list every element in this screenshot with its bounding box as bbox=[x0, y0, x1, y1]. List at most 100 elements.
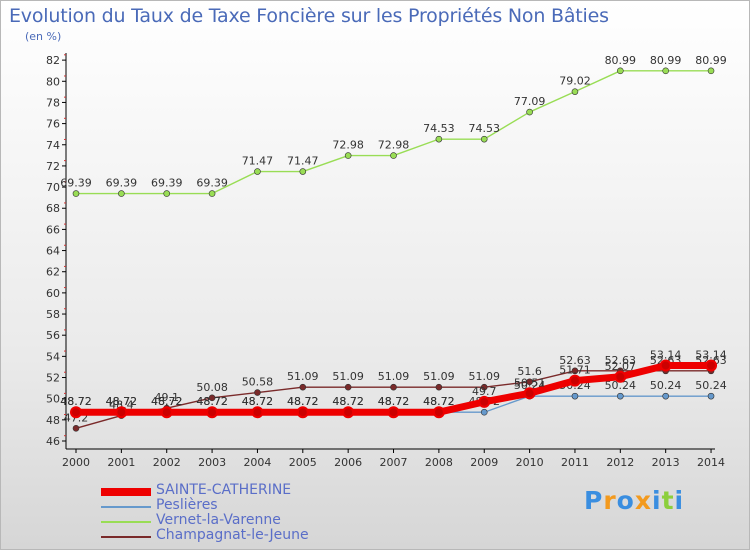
data-label-champagnat-le-jeune: 52.63 bbox=[605, 354, 637, 367]
legend-label: SAINTE-CATHERINE bbox=[156, 482, 292, 498]
y-tick-label: 60 bbox=[46, 287, 60, 300]
y-tick-label: 82 bbox=[46, 54, 60, 67]
data-label-sainte-catherine: 52.07 bbox=[605, 360, 637, 373]
data-label-vernet-la-varenne: 74.53 bbox=[423, 122, 455, 135]
data-label-vernet-la-varenne: 71.47 bbox=[287, 155, 319, 168]
data-label-peslieres: 48.72 bbox=[287, 395, 319, 408]
point-sainte-catherine bbox=[523, 387, 536, 400]
data-label-champagnat-le-jeune: 51.09 bbox=[332, 370, 364, 383]
y-tick-label: 52 bbox=[46, 372, 60, 385]
data-label-peslieres: 48.72 bbox=[242, 395, 274, 408]
point-sainte-catherine bbox=[342, 406, 355, 419]
point-sainte-catherine bbox=[70, 406, 82, 419]
point-vernet-la-varenne bbox=[435, 135, 443, 143]
data-label-vernet-la-varenne: 71.47 bbox=[242, 155, 274, 168]
logo-letter: o bbox=[616, 486, 635, 515]
y-tick-label: 68 bbox=[46, 202, 60, 215]
point-sainte-catherine bbox=[115, 406, 128, 419]
point-champagnat-le-jeune bbox=[254, 389, 261, 396]
point-champagnat-le-jeune bbox=[208, 394, 216, 402]
data-label-peslieres: 48.72 bbox=[423, 395, 455, 408]
data-label-champagnat-le-jeune: 51.09 bbox=[287, 370, 319, 383]
data-label-vernet-la-varenne: 72.98 bbox=[378, 139, 410, 152]
y-tick-label: 66 bbox=[46, 223, 60, 236]
data-label-champagnat-le-jeune: 51.09 bbox=[423, 370, 455, 383]
point-vernet-la-varenne bbox=[480, 135, 488, 143]
y-tick-label: 80 bbox=[46, 75, 60, 88]
y-tick-label: 72 bbox=[46, 160, 60, 173]
point-sainte-catherine bbox=[705, 359, 718, 372]
data-label-vernet-la-varenne: 74.53 bbox=[468, 122, 500, 135]
point-sainte-catherine bbox=[387, 406, 400, 419]
legend-label: Peslières bbox=[156, 497, 218, 513]
y-tick-label: 56 bbox=[46, 329, 60, 342]
data-label-vernet-la-varenne: 69.39 bbox=[151, 177, 183, 190]
data-label-peslieres: 50.24 bbox=[695, 379, 727, 392]
legend-swatch-sainte-catherine bbox=[101, 488, 151, 496]
data-label-sainte-catherine: 48.72 bbox=[151, 395, 183, 408]
data-label-sainte-catherine: 48.72 bbox=[242, 395, 274, 408]
data-label-vernet-la-varenne: 79.02 bbox=[559, 75, 591, 88]
data-label-sainte-catherine: 53.14 bbox=[695, 348, 727, 361]
data-label-sainte-catherine: 48.72 bbox=[60, 395, 92, 408]
y-unit-label: (en %) bbox=[25, 30, 62, 43]
data-label-sainte-catherine: 50.51 bbox=[514, 376, 546, 389]
y-tick-label: 62 bbox=[46, 266, 60, 279]
y-tick-label: 46 bbox=[46, 435, 60, 448]
x-tick-label: 2006 bbox=[334, 456, 362, 469]
data-label-sainte-catherine: 48.72 bbox=[106, 395, 138, 408]
data-label-sainte-catherine: 53.14 bbox=[650, 348, 682, 361]
data-label-champagnat-le-jeune: 48.4 bbox=[109, 399, 134, 412]
data-label-peslieres: 48.72 bbox=[60, 395, 92, 408]
x-tick-label: 2007 bbox=[380, 456, 408, 469]
data-label-peslieres: 48.72 bbox=[196, 395, 228, 408]
y-tick-label: 48 bbox=[46, 414, 60, 427]
data-label-vernet-la-varenne: 69.39 bbox=[106, 177, 138, 190]
legend-label: Vernet-la-Varenne bbox=[156, 512, 281, 528]
point-champagnat-le-jeune bbox=[344, 383, 352, 391]
data-label-champagnat-le-jeune: 51.09 bbox=[378, 370, 410, 383]
point-vernet-la-varenne bbox=[118, 190, 125, 197]
legend-label: Champagnat-le-Jeune bbox=[156, 527, 309, 543]
point-sainte-catherine bbox=[659, 359, 672, 372]
y-tick-label: 74 bbox=[46, 139, 60, 152]
chart-title: Evolution du Taux de Taxe Foncière sur l… bbox=[9, 5, 609, 27]
point-sainte-catherine bbox=[160, 406, 173, 419]
data-label-vernet-la-varenne: 80.99 bbox=[650, 54, 682, 67]
point-vernet-la-varenne bbox=[208, 190, 216, 197]
legend-swatch-vernet-la-varenne bbox=[101, 521, 151, 523]
point-sainte-catherine bbox=[614, 370, 627, 383]
data-label-peslieres: 48.72 bbox=[106, 395, 138, 408]
data-label-sainte-catherine: 48.72 bbox=[378, 395, 410, 408]
data-label-vernet-la-varenne: 69.39 bbox=[60, 177, 92, 190]
point-peslieres bbox=[707, 392, 715, 400]
point-vernet-la-varenne bbox=[526, 108, 533, 116]
data-label-peslieres: 50.24 bbox=[605, 379, 637, 392]
proxiti-logo: Proxiti bbox=[584, 486, 684, 515]
point-vernet-la-varenne bbox=[254, 168, 261, 175]
y-tick-label: 78 bbox=[46, 96, 60, 109]
x-tick-label: 2012 bbox=[606, 456, 634, 469]
x-tick-label: 2001 bbox=[107, 456, 135, 469]
data-label-sainte-catherine: 48.72 bbox=[423, 395, 455, 408]
legend-swatch-peslieres bbox=[101, 506, 151, 508]
x-tick-label: 2002 bbox=[153, 456, 181, 469]
y-tick-label: 70 bbox=[46, 181, 60, 194]
y-tick-label: 64 bbox=[46, 245, 60, 258]
point-sainte-catherine bbox=[478, 395, 491, 408]
point-vernet-la-varenne bbox=[163, 190, 171, 197]
point-sainte-catherine bbox=[296, 406, 309, 419]
data-label-sainte-catherine: 48.72 bbox=[287, 395, 319, 408]
data-label-vernet-la-varenne: 80.99 bbox=[695, 54, 727, 67]
point-vernet-la-varenne bbox=[617, 67, 624, 75]
point-peslieres bbox=[480, 408, 488, 416]
point-peslieres bbox=[617, 392, 624, 400]
point-vernet-la-varenne bbox=[662, 67, 669, 75]
x-tick-label: 2004 bbox=[243, 456, 271, 469]
data-label-peslieres: 48.72 bbox=[378, 395, 410, 408]
x-tick-label: 2003 bbox=[198, 456, 226, 469]
data-label-sainte-catherine: 48.72 bbox=[332, 395, 364, 408]
point-champagnat-le-jeune bbox=[526, 378, 533, 386]
point-champagnat-le-jeune bbox=[571, 367, 579, 375]
